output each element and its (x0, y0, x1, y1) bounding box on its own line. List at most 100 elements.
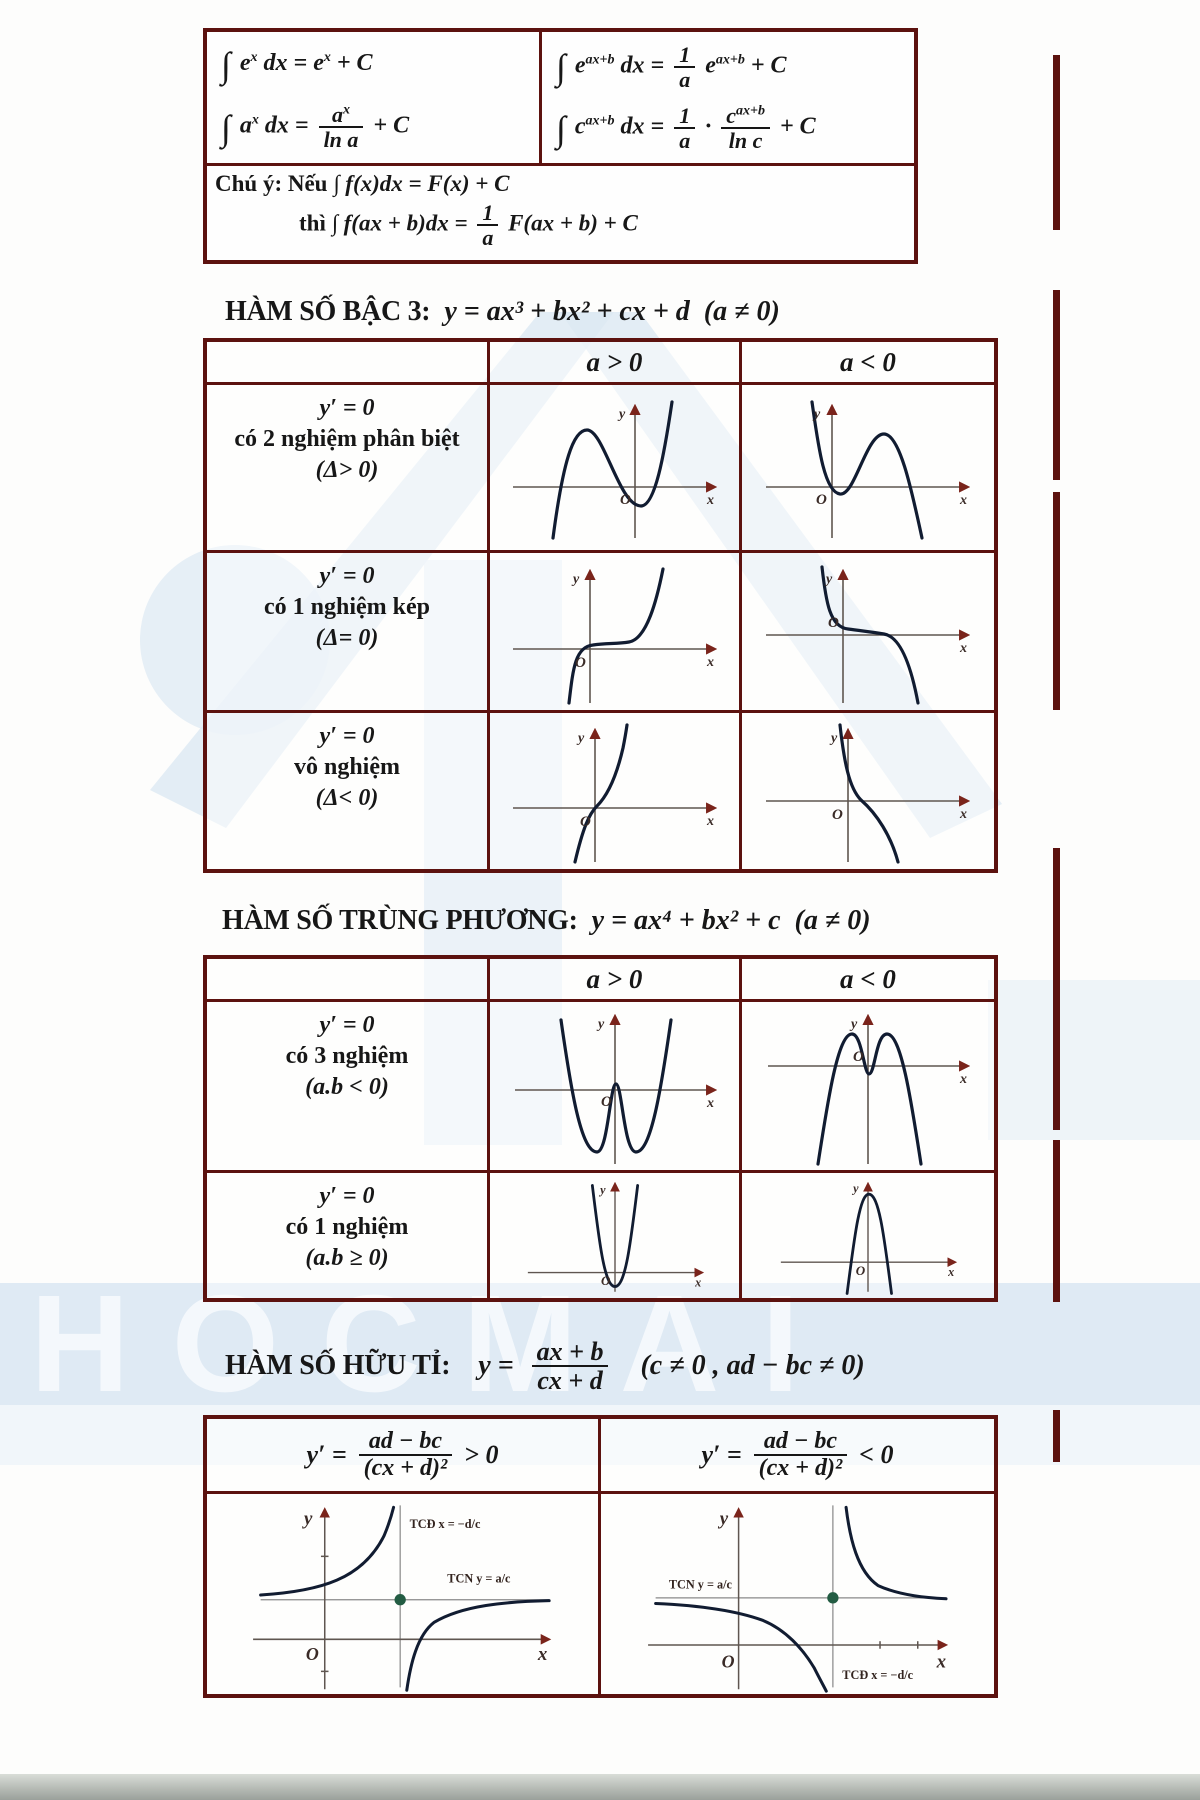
function-curve (810, 399, 924, 540)
hyperbola-left-branch (653, 1601, 828, 1693)
y-axis-label: y (617, 407, 626, 422)
y-axis-label: y (849, 1017, 858, 1032)
horizontal-asymptote-label: TCN y = a/c (668, 1577, 732, 1591)
graph-cubic-doubleroot-aneg: y x O (742, 553, 994, 710)
watermark-band: HOCMAI (0, 1283, 1200, 1405)
hyperbola-right-branch (404, 1599, 551, 1692)
graph-cubic-noroot-apos: y x O (490, 713, 742, 869)
x-axis-label: x (706, 493, 714, 508)
rational-header-increasing: y′ = ad − bc (cx + d)² > 0 (207, 1419, 601, 1491)
integral-formulas-box: ∫ ex dx = ex + C ∫ ax dx = ax ln a + C ∫ … (203, 28, 918, 264)
vertical-asymptote-label: TCĐ x = −d/c (842, 1668, 913, 1682)
rational-header-decreasing: y′ = ad − bc (cx + d)² < 0 (701, 1427, 894, 1481)
graph-hyperbola-decreasing: y x O TCN y = a/c TCĐ x = −d/c (601, 1494, 994, 1696)
x-axis-label: x (959, 1072, 967, 1087)
x-axis-label: x (694, 1276, 701, 1290)
section-title-rational: HÀM SỐ HỮU TỈ: y = ax + b cx + d (c ≠ 0 ,… (225, 1337, 865, 1396)
graph-cubic-noroot-aneg: y x O (742, 713, 994, 869)
x-axis-label: x (536, 1644, 546, 1665)
quartic-table: a > 0 a < 0 y′ = 0 có 3 nghiệm (a.b < 0)… (203, 955, 998, 1302)
cubic-table: a > 0 a < 0 y′ = 0 có 2 nghiệm phân biệt… (203, 338, 998, 873)
origin-label: O (816, 492, 827, 508)
graph-hyperbola-increasing: y x O TCĐ x = −d/c TCN y = a/c (207, 1494, 601, 1696)
y-axis-label: y (302, 1508, 313, 1529)
formula-int-ex: ∫ ex dx = ex + C (221, 45, 373, 86)
function-curve (838, 723, 900, 864)
vertical-asymptote-label: TCĐ x = −d/c (409, 1517, 480, 1531)
x-axis-label: x (959, 641, 967, 656)
origin-label: O (856, 1263, 866, 1278)
origin-label: O (853, 1049, 864, 1065)
function-curve (820, 564, 920, 705)
formula-int-ax: ∫ ax dx = ax ln a + C (221, 102, 410, 153)
integral-note: Chú ý: Nếu ∫ f(x)dx = F(x) + C thì ∫ f(a… (215, 171, 638, 250)
col-header-a-positive: a > 0 (490, 342, 742, 382)
origin-label: O (832, 807, 843, 823)
corner-cell (207, 959, 490, 999)
cubic-row2-label: y′ = 0 có 1 nghiệm kép (Δ= 0) (207, 553, 490, 710)
y-axis-label: y (851, 1181, 859, 1195)
y-axis-label: y (598, 1183, 606, 1197)
y-axis-label: y (829, 731, 838, 746)
page-edge-mark (1053, 848, 1060, 1130)
asymptote-intersection-dot (826, 1592, 839, 1604)
col-header-a-negative: a < 0 (840, 346, 896, 377)
section-title-cubic: HÀM SỐ BẬC 3: y = ax³ + bx² + cx + d (a ≠ … (225, 296, 780, 327)
y-axis-label: y (576, 731, 585, 746)
function-curve (590, 1184, 639, 1288)
quartic-row1-label: y′ = 0 có 3 nghiệm (a.b < 0) (207, 1002, 490, 1172)
section-title-quartic: HÀM SỐ TRÙNG PHƯƠNG: y = ax⁴ + bx² + c (a … (222, 905, 871, 936)
page-edge-mark (1053, 1140, 1060, 1302)
origin-label: O (828, 615, 839, 631)
col-header-a-negative: a < 0 (840, 963, 896, 994)
origin-label: O (575, 655, 586, 671)
function-curve (816, 1032, 923, 1166)
graph-cubic-2roots-apos: y x O (490, 385, 742, 550)
page-edge-mark (1053, 55, 1060, 230)
graph-cubic-2roots-aneg: y x O (742, 385, 994, 550)
watermark-text: HOCMAI (30, 1283, 842, 1405)
x-axis-label: x (959, 493, 967, 508)
page-edge-mark (1053, 492, 1060, 710)
integral-basic-column: ∫ ex dx = ex + C ∫ ax dx = ax ln a + C (207, 32, 542, 163)
page-edge-mark (1053, 1410, 1060, 1462)
y-axis-label: y (812, 407, 821, 422)
graph-quartic-1root-apos: y x O (490, 1173, 742, 1299)
corner-cell (207, 342, 490, 382)
cubic-row1-label: y′ = 0 có 2 nghiệm phân biệt (Δ> 0) (207, 385, 490, 550)
function-curve (572, 723, 629, 864)
function-curve (558, 1018, 673, 1154)
y-axis-label: y (824, 572, 833, 587)
x-axis-label: x (959, 807, 967, 822)
graph-quartic-3roots-aneg: y x O (742, 1002, 994, 1172)
origin-label: O (580, 814, 591, 830)
x-axis-label: x (706, 655, 714, 670)
asymptote-intersection-dot (394, 1594, 406, 1606)
hyperbola-right-branch (844, 1505, 948, 1601)
function-curve (566, 566, 665, 705)
rational-table: y′ = ad − bc (cx + d)² > 0 y′ = ad − bc (c… (203, 1415, 998, 1698)
hyperbola-left-branch (258, 1505, 395, 1597)
col-header-a-positive: a > 0 (490, 959, 742, 999)
x-axis-label: x (706, 814, 714, 829)
origin-label: O (601, 1094, 612, 1110)
graph-cubic-doubleroot-apos: y x O (490, 553, 742, 710)
page-edge-mark (1053, 290, 1060, 480)
graph-quartic-1root-aneg: y x O (742, 1173, 994, 1299)
y-axis-label: y (596, 1017, 605, 1032)
origin-label: O (620, 492, 631, 508)
x-axis-label: x (947, 1265, 954, 1279)
function-curve (550, 399, 674, 540)
origin-label: O (721, 1652, 734, 1672)
horizontal-asymptote-label: TCN y = a/c (447, 1572, 511, 1586)
graph-quartic-3roots-apos: y x O (490, 1002, 742, 1172)
x-axis-label: x (706, 1096, 714, 1111)
origin-label: O (305, 1644, 318, 1664)
scan-bottom-edge (0, 1774, 1200, 1800)
function-curve (845, 1192, 893, 1295)
x-axis-label: x (935, 1652, 945, 1673)
